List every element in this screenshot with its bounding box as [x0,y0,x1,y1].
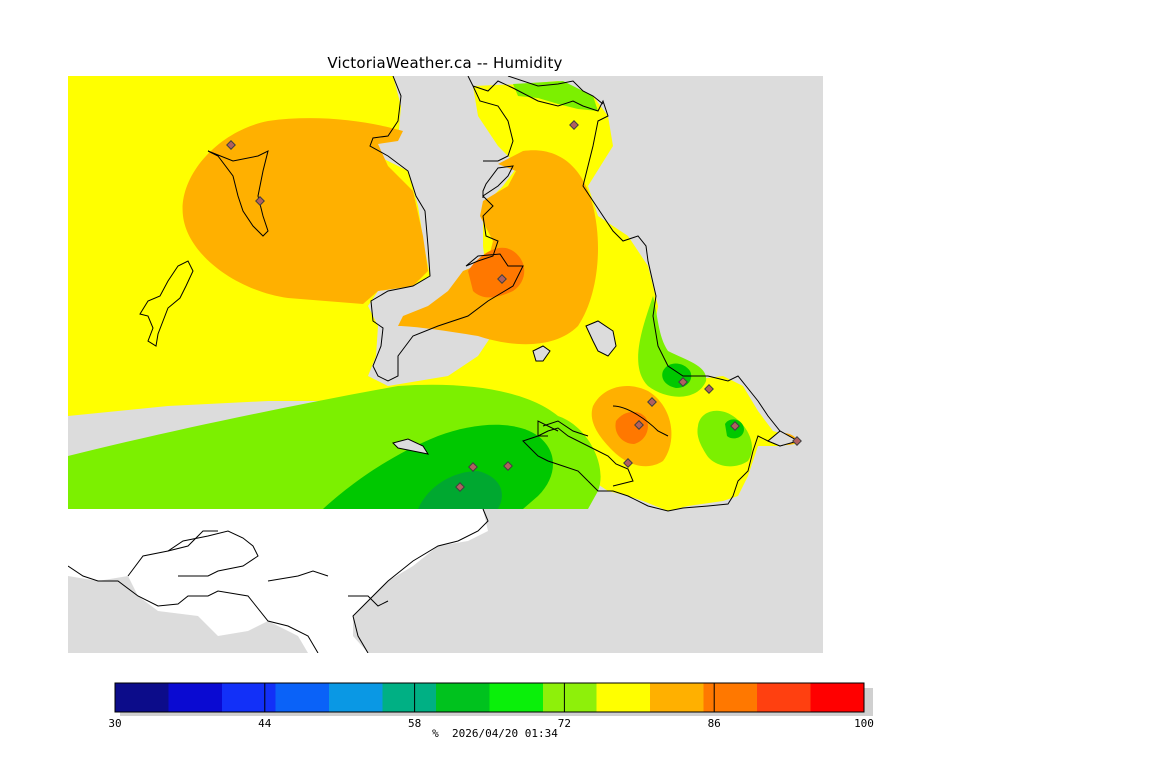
station-marker [647,397,657,407]
station-marker [468,462,478,472]
island-southern-strait [392,438,430,455]
station-marker [497,274,507,284]
coastlines [68,76,798,653]
station-marker [792,436,802,446]
legend-shadow [120,688,873,716]
station-marker [634,420,644,430]
humidity-field-green-north [513,81,598,111]
station-marker [503,461,513,471]
island-central [585,320,617,357]
station-marker [704,384,714,394]
legend-footer: % 2026/04/20 01:34 [0,727,990,740]
legend-swatch [275,683,330,712]
legend-ticks: 30 44 58 72 86 100 [108,683,874,730]
legend-swatch [436,683,490,712]
legend-swatch [650,683,704,712]
legend-swatch [222,683,276,712]
unit-label: % [432,727,439,740]
legend-swatch [703,683,758,712]
station-marker [623,458,633,468]
station-markers [226,120,802,492]
island-west [139,260,194,347]
station-marker [730,421,740,431]
station-marker [678,377,688,387]
legend-frame [114,682,865,713]
humidity-field-orange-west [182,118,428,304]
humidity-field-orange-central [398,150,598,345]
legend-swatch [596,683,651,712]
station-marker [226,140,236,150]
outside-region [68,509,488,653]
station-marker [455,482,465,492]
legend-swatch [757,683,811,712]
timestamp-label: 2026/04/20 01:34 [451,727,558,740]
island-north [207,150,269,237]
legend-color-bar [115,683,865,712]
station-marker [569,120,579,130]
legend-swatch [329,683,383,712]
station-marker [255,196,265,206]
humidity-field-darkorange-central [468,247,525,298]
legend-swatch [489,683,544,712]
legend-swatch [810,683,865,712]
humidity-field-darkorange-south [615,411,648,444]
humidity-map [68,76,823,653]
legend-swatch [168,683,223,712]
island-small [532,345,551,362]
map-title: VictoriaWeather.ca -- Humidity [327,54,563,72]
legend-swatch [115,683,169,712]
legend-swatch [382,683,437,712]
legend-swatch [543,683,597,712]
